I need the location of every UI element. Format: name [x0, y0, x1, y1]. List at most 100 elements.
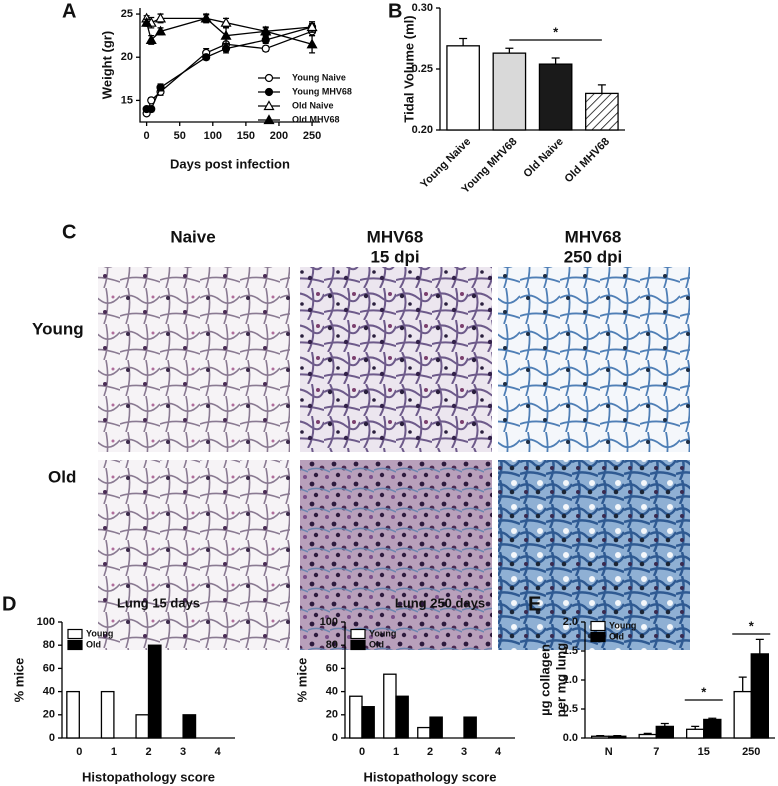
annotation: * [553, 24, 559, 39]
panel-label: C [62, 221, 76, 243]
column-header: 250 dpi [564, 247, 623, 266]
bar [182, 714, 197, 739]
bar [492, 52, 527, 131]
marker [220, 29, 232, 40]
micrograph [498, 460, 690, 650]
y-tick-label: 100 [37, 616, 55, 628]
marker [200, 12, 212, 23]
legend-swatch [590, 631, 606, 643]
x-tick-label: 15 [698, 746, 710, 758]
x-tick-label: N [605, 746, 613, 758]
y-tick-label: 2.0 [563, 616, 578, 628]
column-header: 15 dpi [370, 247, 419, 266]
y-tick-label: 80 [43, 639, 55, 651]
bar [349, 695, 363, 739]
y-axis-label: % mice [294, 658, 309, 703]
x-tick-label: 250 [742, 746, 760, 758]
x-tick-label: 1 [393, 746, 399, 758]
chart-title: Lung 15 days [117, 595, 200, 610]
x-axis-label: Days post infection [170, 156, 290, 171]
column-header: Naive [170, 227, 215, 246]
bar [585, 92, 619, 131]
legend-label: Young Naive [292, 72, 346, 82]
marker [220, 16, 232, 27]
x-tick-label: 2 [145, 746, 151, 758]
micrograph [98, 267, 290, 452]
legend-swatch [590, 620, 606, 632]
bar [395, 695, 409, 739]
legend-marker [264, 73, 274, 83]
x-tick-label: 2 [427, 746, 433, 758]
marker [261, 44, 270, 53]
x-tick-label: 150 [237, 130, 255, 142]
y-tick-label: 20 [326, 709, 338, 721]
y-tick-label: 0 [49, 732, 55, 744]
legend-swatch [67, 639, 83, 651]
bar [429, 716, 443, 739]
x-tick-label: 1 [111, 746, 117, 758]
legend-label: Old MHV68 [292, 114, 340, 124]
bar [446, 45, 480, 131]
y-axis-label: % mice [11, 658, 26, 703]
micrograph-grid [98, 267, 690, 650]
bar [361, 706, 375, 739]
marker [145, 34, 157, 45]
marker [306, 21, 318, 32]
legend-swatch [350, 628, 366, 640]
legend-label: Old [609, 631, 624, 641]
row-header: Young [32, 319, 84, 338]
bar [686, 728, 705, 739]
micrograph [498, 267, 690, 452]
row-header: Old [48, 467, 76, 486]
y-tick-label: 100 [320, 616, 338, 628]
bar [147, 644, 162, 739]
chart-title: Lung 250 days [395, 595, 485, 610]
legend-label: Young [86, 628, 113, 638]
error-bar [597, 84, 606, 94]
x-tick-label: 0 [144, 130, 150, 142]
legend-marker [264, 87, 274, 97]
error-bar [551, 57, 560, 65]
y-tick-label: 40 [326, 686, 338, 698]
legend-swatch [67, 628, 83, 640]
y-axis-label: Tidal Volume (ml) [401, 15, 416, 122]
panel-label: A [62, 0, 76, 22]
bar [608, 735, 627, 739]
marker [202, 53, 211, 62]
y-tick-label: 0.20 [412, 124, 433, 136]
column-header: MHV68 [565, 227, 622, 246]
bar [733, 690, 752, 739]
y-tick-label: 60 [326, 662, 338, 674]
y-tick-label: 60 [43, 662, 55, 674]
x-tick-label: 4 [215, 746, 222, 758]
y-axis-label: per mg lung [553, 643, 568, 717]
marker [156, 83, 165, 92]
bar [383, 673, 397, 739]
y-tick-label: 0.30 [412, 2, 433, 14]
y-tick-label: 40 [43, 686, 55, 698]
marker [306, 38, 318, 49]
x-tick-label: 50 [174, 130, 186, 142]
legend-marker [263, 100, 275, 111]
y-tick-label: 1.5 [563, 645, 578, 657]
y-tick-label: 0.25 [412, 63, 433, 75]
bar [655, 725, 675, 739]
column-header: MHV68 [367, 227, 424, 246]
axis [139, 8, 320, 123]
x-axis-label: Histopathology score [364, 769, 497, 784]
y-tick-label: 20 [43, 709, 55, 721]
error-bar [505, 47, 514, 54]
bar [66, 690, 80, 739]
marker [261, 35, 270, 45]
marker [154, 12, 167, 23]
y-tick-label: 1.0 [563, 674, 578, 686]
panel-label: D [2, 593, 16, 615]
micrograph [300, 460, 492, 650]
error-bar [755, 638, 764, 654]
annotation: * [749, 618, 755, 633]
y-tick-label: 20 [121, 51, 133, 63]
legend-label: Young [369, 628, 396, 638]
marker [147, 104, 156, 114]
bar [703, 718, 722, 739]
